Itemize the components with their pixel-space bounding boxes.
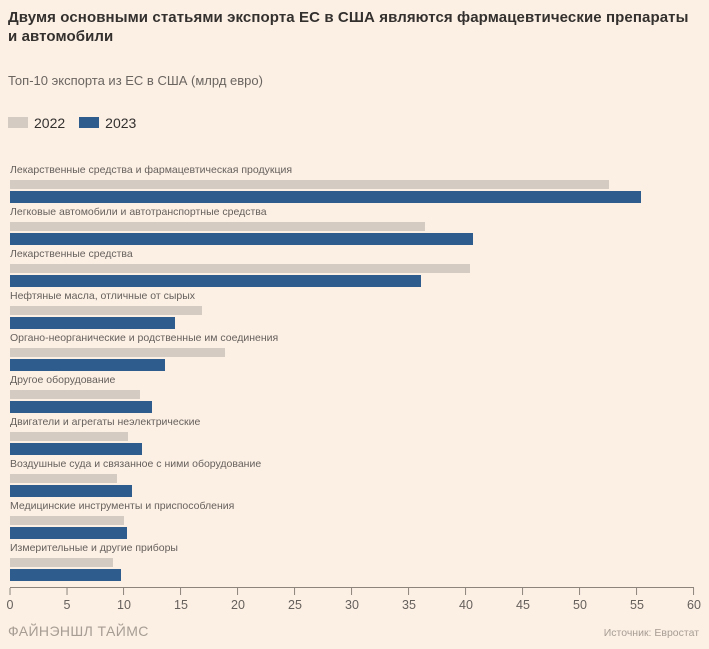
footer: ФАЙНЭНШЛ ТАЙМС Источник: Евростат <box>8 623 699 639</box>
bar-2023 <box>10 274 422 287</box>
legend-item-2023: 2023 <box>79 115 136 131</box>
bar-2023 <box>10 400 153 413</box>
category-label: Нефтяные масла, отличные от сырых <box>10 289 196 302</box>
category-label: Лекарственные средства <box>10 247 133 260</box>
axis-tick: 50 <box>573 587 587 612</box>
bar-2022 <box>10 179 610 189</box>
axis-tick: 5 <box>63 587 71 612</box>
tick-mark <box>294 587 296 595</box>
tick-label: 25 <box>288 597 302 612</box>
chart-row: Медицинские инструменты и приспособления <box>10 500 692 542</box>
category-label: Легковые автомобили и автотранспортные с… <box>10 205 267 218</box>
chart-row: Воздушные суда и связанное с ними оборуд… <box>10 458 692 500</box>
bar-2023 <box>10 568 122 581</box>
tick-mark <box>123 587 125 595</box>
chart-subtitle: Топ-10 экспорта из ЕС в США (млрд евро) <box>8 72 263 88</box>
category-label: Другое оборудование <box>10 373 116 386</box>
chart-row: Лекарственные средства и фармацевтическа… <box>10 164 692 206</box>
axis-tick: 20 <box>231 587 245 612</box>
bar-2022 <box>10 473 117 483</box>
legend-label-2023: 2023 <box>105 114 137 131</box>
category-label: Воздушные суда и связанное с ними оборуд… <box>10 457 262 470</box>
page-title: Двумя основными статьями экспорта ЕС в С… <box>8 9 689 45</box>
chart-row: Измерительные и другие приборы <box>10 542 692 584</box>
source-note: Источник: Евростат <box>603 627 699 639</box>
axis-tick: 25 <box>288 587 302 612</box>
chart-row: Органо-неорганические и родственные им с… <box>10 332 692 374</box>
legend-swatch-2023-icon <box>79 117 100 128</box>
legend-swatch-2022-icon <box>8 117 28 128</box>
axis-tick: 35 <box>402 587 416 612</box>
brand-wordmark: ФАЙНЭНШЛ ТАЙМС <box>8 623 149 639</box>
tick-mark <box>465 587 467 595</box>
tick-label: 35 <box>402 597 416 612</box>
tick-label: 30 <box>345 597 359 612</box>
tick-mark <box>351 587 353 595</box>
bar-2023 <box>10 232 473 245</box>
bar-2023 <box>10 190 641 203</box>
category-label: Двигатели и агрегаты неэлектрические <box>10 415 201 428</box>
axis-tick: 60 <box>687 587 701 612</box>
tick-mark <box>180 587 182 595</box>
legend-item-2022: 2022 <box>8 115 65 131</box>
category-label: Медицинские инструменты и приспособления <box>10 499 235 512</box>
bar-chart: Лекарственные средства и фармацевтическа… <box>10 164 692 584</box>
tick-mark <box>693 587 695 595</box>
bar-2023 <box>10 316 175 329</box>
tick-label: 50 <box>573 597 587 612</box>
bar-chart-rows: Лекарственные средства и фармацевтическа… <box>10 164 692 584</box>
chart-row: Нефтяные масла, отличные от сырых <box>10 290 692 332</box>
bar-2023 <box>10 526 128 539</box>
tick-label: 0 <box>6 597 14 612</box>
chart-row: Легковые автомобили и автотранспортные с… <box>10 206 692 248</box>
tick-label: 60 <box>687 597 701 612</box>
bar-2023 <box>10 484 132 497</box>
axis-tick: 40 <box>459 587 473 612</box>
bar-2022 <box>10 305 203 315</box>
tick-mark <box>408 587 410 595</box>
axis-tick: 45 <box>516 587 530 612</box>
bar-2022 <box>10 263 471 273</box>
axis-tick: 30 <box>345 587 359 612</box>
bar-2022 <box>10 515 124 525</box>
x-axis: 0 5 10 15 20 25 30 35 40 45 50 55 60 <box>6 586 701 618</box>
tick-mark <box>66 587 68 595</box>
axis-tick: 55 <box>630 587 644 612</box>
bar-2022 <box>10 389 140 399</box>
category-label: Измерительные и другие приборы <box>10 541 178 554</box>
axis-tick: 15 <box>174 587 188 612</box>
chart-row: Двигатели и агрегаты неэлектрические <box>10 416 692 458</box>
tick-label: 20 <box>231 597 245 612</box>
tick-label: 5 <box>63 597 71 612</box>
category-label: Лекарственные средства и фармацевтическа… <box>10 163 293 176</box>
tick-mark <box>522 587 524 595</box>
tick-label: 10 <box>117 597 131 612</box>
axis-tick: 0 <box>6 587 14 612</box>
tick-label: 45 <box>516 597 530 612</box>
chart-row: Лекарственные средства <box>10 248 692 290</box>
chart-row: Другое оборудование <box>10 374 692 416</box>
bar-2022 <box>10 221 425 231</box>
category-label: Органо-неорганические и родственные им с… <box>10 331 279 344</box>
legend: 2022 2023 <box>0 88 709 131</box>
bar-2023 <box>10 358 165 371</box>
tick-mark <box>9 587 11 595</box>
bar-2023 <box>10 442 142 455</box>
tick-label: 55 <box>630 597 644 612</box>
tick-label: 15 <box>174 597 188 612</box>
bar-2022 <box>10 347 225 357</box>
axis-tick: 10 <box>117 587 131 612</box>
bar-2022 <box>10 431 129 441</box>
tick-label: 40 <box>459 597 473 612</box>
tick-mark <box>636 587 638 595</box>
tick-mark <box>579 587 581 595</box>
bar-2022 <box>10 557 114 567</box>
tick-mark <box>237 587 239 595</box>
legend-label-2022: 2022 <box>34 114 66 131</box>
